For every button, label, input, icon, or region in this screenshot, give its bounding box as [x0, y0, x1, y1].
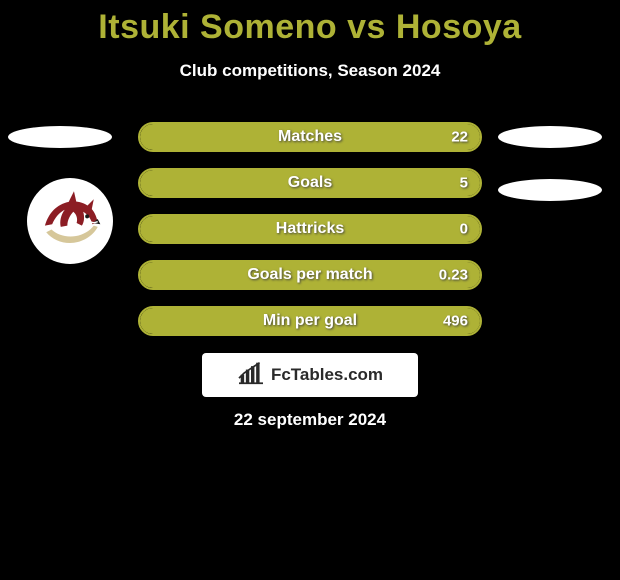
player-right-token-1: [498, 126, 602, 148]
stat-value-right: 22: [451, 129, 468, 146]
stat-row-min-per-goal: Min per goal 496: [138, 306, 482, 336]
source-badge-label: FcTables.com: [271, 365, 383, 385]
footer-date: 22 september 2024: [234, 410, 386, 430]
stats-panel: Matches 22 Goals 5 Hattricks 0 Goals per…: [138, 122, 482, 352]
player-left-avatar: [27, 178, 113, 264]
stat-label: Matches: [278, 128, 342, 146]
stat-value-right: 0: [460, 221, 468, 238]
page-subtitle: Club competitions, Season 2024: [0, 61, 620, 81]
player-left-token-1: [8, 126, 112, 148]
source-badge: FcTables.com: [202, 353, 418, 397]
bar-chart-icon: [237, 361, 265, 390]
stat-label: Min per goal: [263, 312, 357, 330]
stat-row-goals: Goals 5: [138, 168, 482, 198]
stat-value-right: 0.23: [439, 267, 468, 284]
stat-row-goals-per-match: Goals per match 0.23: [138, 260, 482, 290]
stat-label: Hattricks: [276, 220, 344, 238]
stat-label: Goals: [288, 174, 332, 192]
stat-row-hattricks: Hattricks 0: [138, 214, 482, 244]
stat-row-matches: Matches 22: [138, 122, 482, 152]
stat-value-right: 5: [460, 175, 468, 192]
stat-label: Goals per match: [247, 266, 372, 284]
stat-value-right: 496: [443, 313, 468, 330]
page-title: Itsuki Someno vs Hosoya: [0, 0, 620, 47]
coyote-logo-icon: [37, 186, 103, 257]
player-right-token-2: [498, 179, 602, 201]
